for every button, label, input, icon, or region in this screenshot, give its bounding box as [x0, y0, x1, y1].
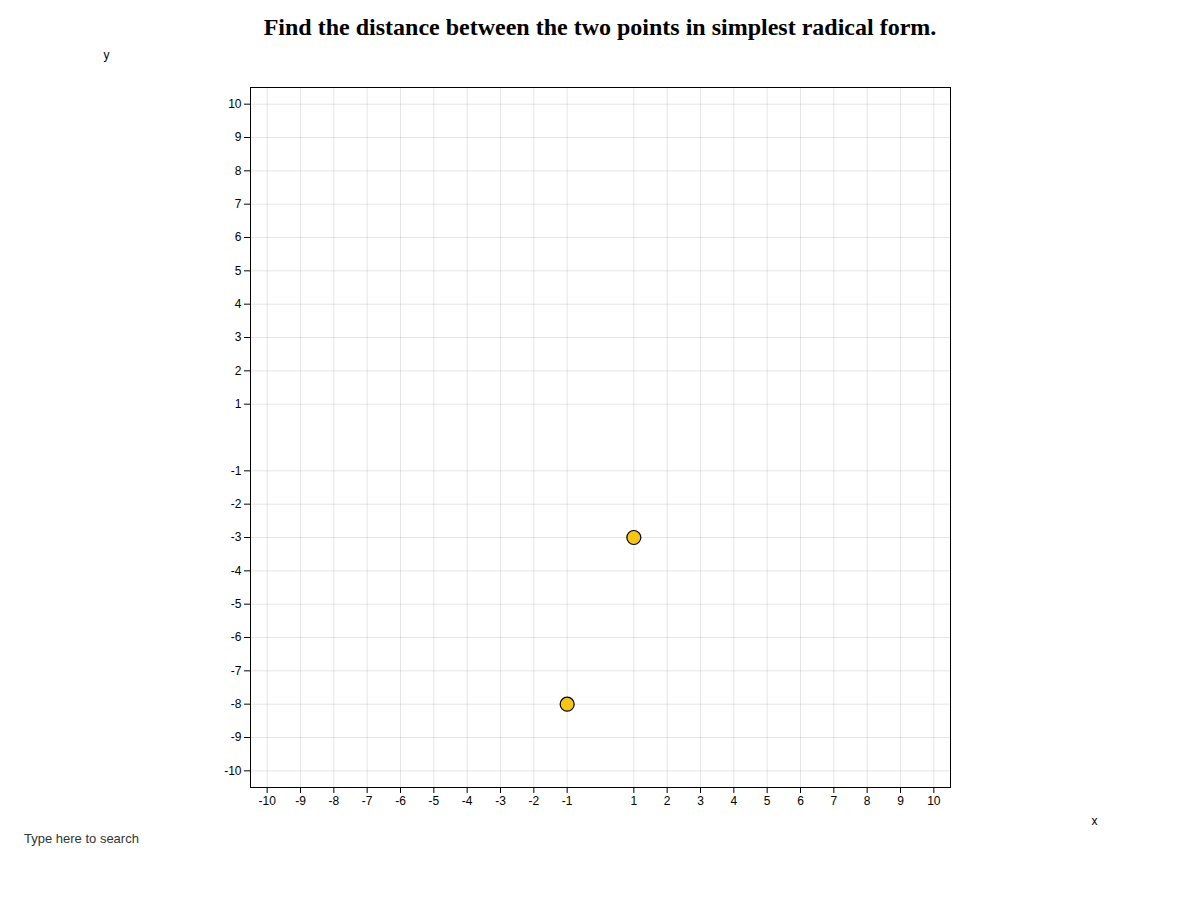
svg-text:-4: -4 — [462, 794, 473, 808]
svg-text:9: 9 — [235, 130, 242, 144]
svg-text:-7: -7 — [362, 794, 373, 808]
html-text:Find the distance between the: Find the distance between the two points… — [263, 14, 937, 40]
svg-text:-1: -1 — [231, 464, 242, 478]
svg-text:-1: -1 — [562, 794, 573, 808]
svg-text:4: 4 — [235, 297, 242, 311]
svg-text:-10: -10 — [224, 764, 242, 778]
svg-text:-5: -5 — [428, 794, 439, 808]
svg-text:-8: -8 — [328, 794, 339, 808]
svg-text:3: 3 — [697, 794, 704, 808]
svg-text:8: 8 — [235, 164, 242, 178]
svg-text:10: 10 — [927, 794, 941, 808]
svg-text:9: 9 — [897, 794, 904, 808]
svg-text:-3: -3 — [495, 794, 506, 808]
svg-text:6: 6 — [235, 230, 242, 244]
svg-text:8: 8 — [864, 794, 871, 808]
svg-text:-8: -8 — [231, 697, 242, 711]
svg-text:-4: -4 — [231, 564, 242, 578]
svg-text:-9: -9 — [231, 730, 242, 744]
svg-text:-2: -2 — [231, 497, 242, 511]
svg-text:7: 7 — [235, 197, 242, 211]
svg-text:2: 2 — [664, 794, 671, 808]
svg-text:10: 10 — [228, 97, 242, 111]
html-text:Type here to search: Type here to search — [24, 831, 139, 846]
svg-text:6: 6 — [797, 794, 804, 808]
svg-text:-2: -2 — [528, 794, 539, 808]
svg-text:-3: -3 — [231, 530, 242, 544]
svg-text:4: 4 — [730, 794, 737, 808]
svg-text:5: 5 — [764, 794, 771, 808]
svg-text:x: x — [1092, 814, 1098, 828]
svg-text:-7: -7 — [231, 664, 242, 678]
svg-text:-5: -5 — [231, 597, 242, 611]
svg-text:7: 7 — [830, 794, 837, 808]
svg-text:-6: -6 — [231, 630, 242, 644]
svg-text:1: 1 — [235, 397, 242, 411]
svg-text:y: y — [104, 48, 110, 62]
svg-text:5: 5 — [235, 264, 242, 278]
svg-text:-6: -6 — [395, 794, 406, 808]
svg-text:-9: -9 — [295, 794, 306, 808]
svg-text:1: 1 — [630, 794, 637, 808]
svg-text:2: 2 — [235, 364, 242, 378]
svg-text:-10: -10 — [258, 794, 276, 808]
svg-text:3: 3 — [235, 330, 242, 344]
